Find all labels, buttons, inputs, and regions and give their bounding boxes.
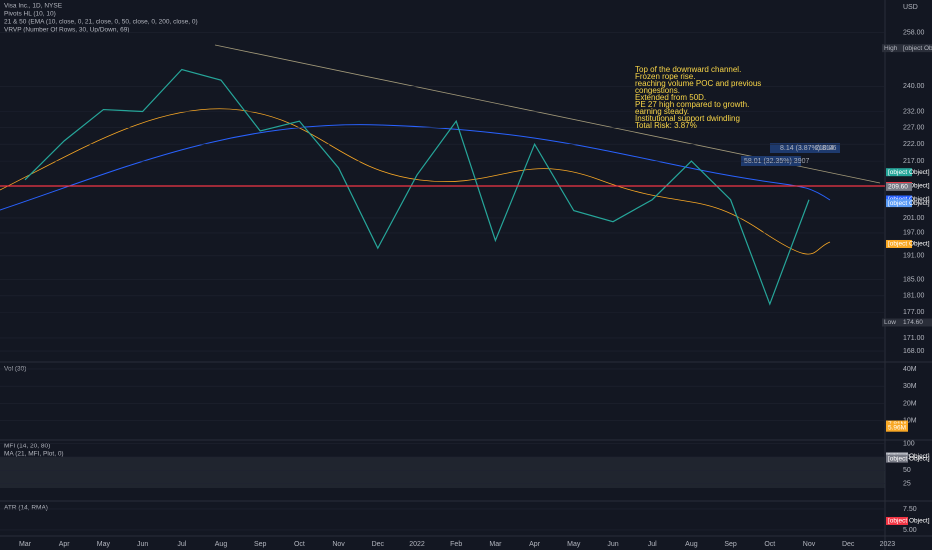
y-tick-label: 177.00 — [903, 309, 925, 316]
x-tick-label: Sep — [724, 541, 737, 548]
high-tag — [882, 44, 932, 53]
y-tick-label: 5.00 — [903, 527, 917, 534]
measure-label: 8.14 (3.87%) 814 — [780, 145, 834, 152]
x-tick-label: Aug — [685, 541, 698, 548]
x-tick-label: Apr — [59, 541, 71, 548]
price-tag — [886, 182, 912, 191]
annotation-line: PE 27 high compared to growth. — [635, 100, 749, 109]
y-tick-label: 50 — [903, 467, 911, 474]
y-tick-label: 258.00 — [903, 29, 925, 36]
annotation-line: Top of the downward channel. — [635, 65, 741, 74]
value-tag-label: 5.96M — [888, 424, 906, 431]
x-tick-label: Jul — [177, 541, 186, 548]
value-tag-label: [object Object] — [888, 518, 930, 525]
x-tick-label: 2023 — [880, 541, 896, 548]
x-tick-label: Sep — [254, 541, 267, 548]
x-tick-label: 2022 — [409, 541, 425, 548]
y-tick-label: 240.00 — [903, 83, 925, 90]
value-tag — [886, 516, 908, 525]
price-tag — [886, 239, 912, 248]
annotation-line: Extended from 50D. — [635, 93, 706, 102]
y-tick-label: 191.00 — [903, 253, 925, 260]
y-tick-label: 232.00 — [903, 108, 925, 115]
annotation-line: congestions. — [635, 86, 680, 95]
y-tick-label: 185.00 — [903, 276, 925, 283]
price-tag-label: [object Object] — [888, 169, 930, 176]
y-tick-label: 217.00 — [903, 158, 925, 165]
x-tick-label: Oct — [294, 541, 305, 548]
indicator: Pivots HL (10, 10) — [4, 11, 56, 18]
price-tag — [886, 168, 912, 177]
ema-50 — [0, 108, 831, 255]
x-tick-label: Feb — [450, 541, 462, 548]
currency: USD — [903, 4, 918, 11]
indicator: VRVP (Number Of Rows, 30, Up/Down, 69) — [4, 27, 129, 34]
y-tick-label: 7.50 — [903, 506, 917, 513]
pane-title: Vol (30) — [4, 366, 26, 373]
price-tag-label: [object Object] — [888, 241, 930, 248]
x-tick-label: Oct — [764, 541, 775, 548]
x-tick-label: May — [97, 541, 111, 548]
annotation-line: Institutional support dwindling — [635, 114, 740, 123]
x-tick-label: Dec — [842, 541, 855, 548]
low-tag — [882, 318, 932, 327]
y-tick-label: 171.00 — [903, 335, 925, 342]
measure-label: 210.06 — [815, 145, 837, 152]
y-tick-label: 30M — [903, 383, 917, 390]
x-tick-label: Jun — [607, 541, 618, 548]
y-tick-label: 40M — [903, 366, 917, 373]
y-tick-label: 20M — [903, 400, 917, 407]
annotation-line: earning steady. — [635, 107, 689, 116]
y-tick-label: 197.00 — [903, 230, 925, 237]
x-tick-label: Apr — [529, 541, 541, 548]
measure-box — [770, 143, 840, 153]
x-tick-label: Mar — [489, 541, 502, 548]
x-tick-label: Aug — [215, 541, 228, 548]
annotation-line: Total Risk: 3.87% — [635, 121, 697, 130]
x-tick-label: May — [567, 541, 581, 548]
value-tag — [886, 454, 908, 463]
x-tick-label: Dec — [372, 541, 385, 548]
pane-title: ATR (14, RMA) — [4, 505, 48, 512]
y-tick-label: 25 — [903, 481, 911, 488]
price-tag-label: 209.60 — [888, 184, 908, 191]
y-tick-label: 100 — [903, 441, 915, 448]
low-tag-value: 174.60 — [903, 319, 923, 326]
price-line — [24, 68, 810, 306]
indicator: 21 & 50 (EMA (10, close, 0, 21, close, 0… — [4, 19, 198, 26]
low-tag-name: Low — [884, 319, 896, 326]
annotation-line: Frozen rope rise. — [635, 72, 695, 81]
legend-title: Visa Inc., 1D, NYSE — [4, 3, 63, 10]
x-tick-label: Nov — [332, 541, 345, 548]
ema-200 — [0, 124, 831, 211]
x-tick-label: Mar — [19, 541, 32, 548]
y-tick-label: 227.00 — [903, 125, 925, 132]
y-tick-label: 168.00 — [903, 348, 925, 355]
y-tick-label: 10M — [903, 418, 917, 425]
value-tag-label: [object Object] — [888, 455, 930, 462]
pane-subtitle: MA (21, MFI, Plot, 0) — [4, 451, 64, 458]
high-tag-value: [object Object] — [903, 45, 932, 52]
y-tick-label: 181.00 — [903, 293, 925, 300]
price-tag — [886, 199, 912, 208]
high-tag-name: High — [884, 45, 898, 52]
annotation-line: reaching volume POC and previous — [635, 79, 761, 88]
y-tick-label: 222.00 — [903, 141, 925, 148]
pane-title: MFI (14, 20, 80) — [4, 443, 50, 450]
x-tick-label: Jul — [648, 541, 657, 548]
value-tag — [886, 423, 908, 432]
value-tag-label: [object Object] — [888, 453, 930, 460]
price-tag-label: [object Object] — [888, 200, 930, 207]
y-tick-label: 201.00 — [903, 215, 925, 222]
x-tick-label: Jun — [137, 541, 148, 548]
mfi-band — [0, 457, 885, 488]
x-tick-label: Nov — [803, 541, 816, 548]
